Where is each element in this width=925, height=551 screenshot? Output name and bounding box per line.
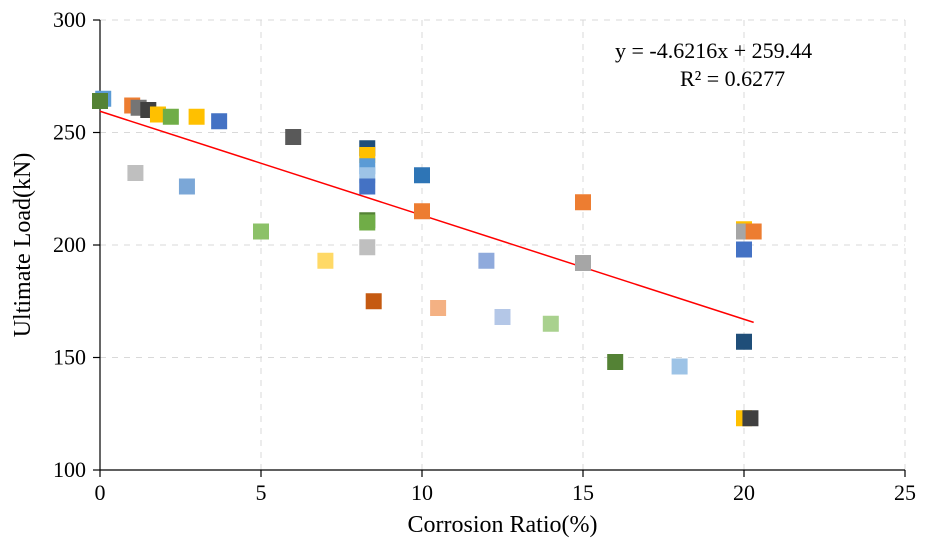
data-point	[127, 165, 143, 181]
data-point	[495, 309, 511, 325]
data-point	[253, 224, 269, 240]
data-point	[359, 239, 375, 255]
x-tick-label: 15	[572, 480, 594, 505]
r-squared-value: R² = 0.6277	[680, 66, 785, 91]
data-point	[478, 253, 494, 269]
data-point	[189, 109, 205, 125]
data-point	[430, 300, 446, 316]
data-point	[543, 316, 559, 332]
x-axis-title: Corrosion Ratio(%)	[408, 512, 598, 538]
x-tick-label: 20	[733, 480, 755, 505]
scatter-plot-svg: 0 5 10 15 20 25 100 150 200 250 300 Corrosion Ratio…	[0, 0, 925, 551]
data-point	[285, 129, 301, 145]
x-tick-label: 10	[411, 480, 433, 505]
data-point	[317, 253, 333, 269]
data-point	[742, 410, 758, 426]
data-point	[163, 109, 179, 125]
x-tick-label: 5	[256, 480, 267, 505]
data-point	[575, 194, 591, 210]
x-tick-label: 0	[95, 480, 106, 505]
y-tick-label: 150	[53, 345, 86, 370]
data-point	[414, 203, 430, 219]
y-axis-title: Ultimate Load(kN)	[10, 153, 36, 338]
data-point	[366, 293, 382, 309]
data-point	[92, 93, 108, 109]
data-point	[607, 354, 623, 370]
y-tick-label: 100	[53, 457, 86, 482]
data-point	[746, 224, 762, 240]
data-point	[179, 179, 195, 195]
data-point	[672, 359, 688, 375]
data-point	[736, 334, 752, 350]
regression-equation: y = -4.6216x + 259.44	[615, 38, 812, 63]
data-point	[359, 215, 375, 231]
data-point	[211, 113, 227, 129]
y-tick-label: 300	[53, 7, 86, 32]
y-tick-label: 200	[53, 232, 86, 257]
data-point	[414, 167, 430, 183]
data-point	[736, 242, 752, 258]
chart-container: 0 5 10 15 20 25 100 150 200 250 300 Corrosion Ratio…	[0, 0, 925, 551]
data-point	[359, 179, 375, 195]
y-tick-label: 250	[53, 120, 86, 145]
x-tick-label: 25	[894, 480, 916, 505]
data-point	[575, 255, 591, 271]
